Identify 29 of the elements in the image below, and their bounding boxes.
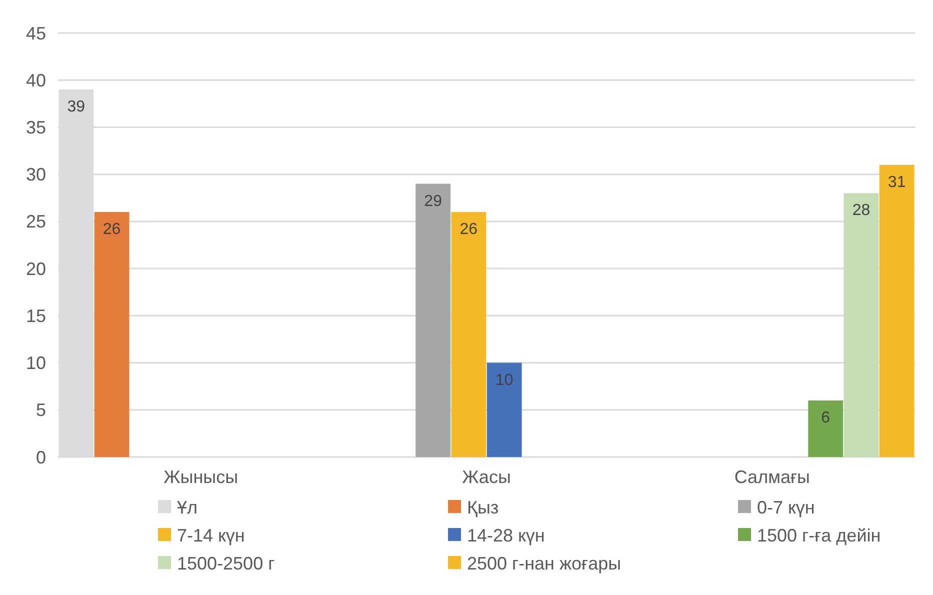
data-label: 10 [495,372,514,389]
y-tick-label: 5 [36,400,46,420]
legend-label: 1500 г-ға дейін [757,525,881,546]
legend-label: 7-14 күн [177,525,245,546]
legend-label: 1500-2500 г [177,553,276,574]
y-tick-label: 25 [26,212,46,232]
x-tick-label: Жынысы [164,467,238,487]
y-tick-label: 30 [26,164,46,185]
legend-label: Қыз [467,497,499,518]
data-label: 6 [821,409,830,426]
x-tick-label: Салмағы [734,467,810,487]
y-tick-label: 40 [26,70,46,90]
data-label: 31 [888,174,906,191]
y-tick-label: 0 [36,447,46,468]
data-label: 28 [852,202,870,220]
y-tick-label: 45 [26,23,46,44]
data-label: 26 [102,221,121,238]
data-label: 39 [67,98,86,116]
legend-label: 14-28 күн [467,525,545,546]
data-label: 26 [460,221,478,238]
x-tick-label: Жасы [462,467,511,487]
legend-label: 2500 г-нан жоғары [467,553,622,574]
y-tick-label: 35 [26,118,46,138]
y-tick-label: 20 [26,258,46,279]
data-label: 29 [424,192,442,210]
y-tick-label: 15 [26,306,46,326]
legend-label: 0-7 күн [757,497,815,518]
legend-label: Ұл [177,497,198,518]
y-tick-label: 10 [26,353,46,374]
